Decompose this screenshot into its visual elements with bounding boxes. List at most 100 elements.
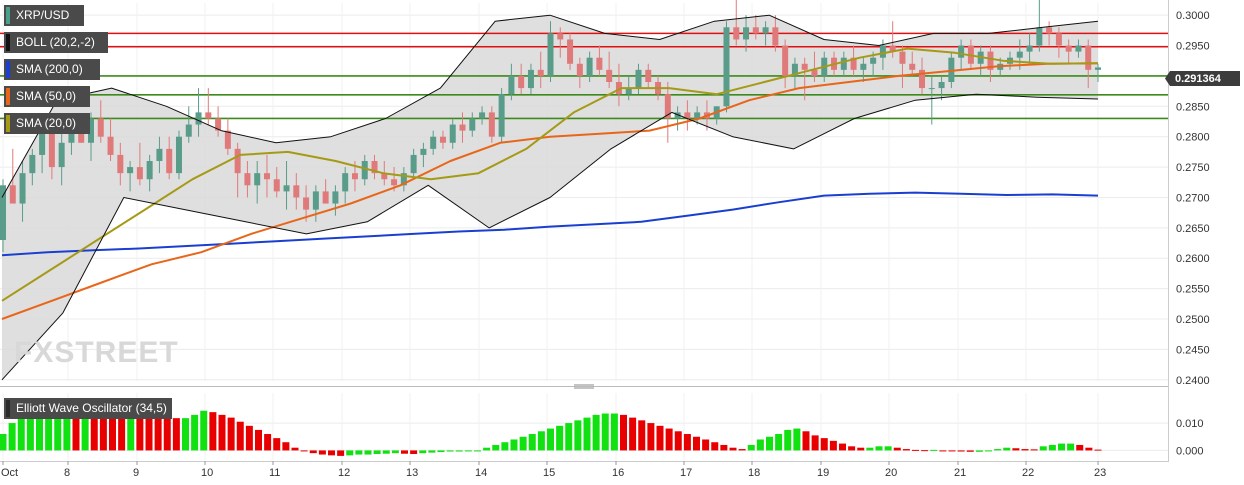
candle-body [889,45,896,52]
oscillator-bar [547,428,554,451]
time-axis: Oct 8 9 10 11 12 13 14 15 16 17 18 19 20 21 22 23 [0,461,1168,479]
oscillator-bar [720,444,728,451]
x-tick-label: 17 [680,467,692,479]
legend-label: SMA (20,0) [16,116,77,130]
oscillator-bars [0,410,1102,456]
candle-body [596,57,603,70]
oscillator-bar [930,449,938,451]
candle-body [752,27,759,34]
candle-body [9,185,16,204]
candle-body [371,161,378,174]
oscillator-bar [857,447,865,451]
oscillator-bar [410,450,418,454]
candle-body [87,118,94,143]
watermark: FXSTREET [14,336,179,369]
oscillator-bar [775,434,783,451]
oscillator-bar [1012,448,1020,451]
indicator-lines [1,14,1099,381]
legend-label: XRP/USD [16,8,70,22]
y-tick-label: 0.2400 [1176,375,1210,387]
candle-body [361,161,368,180]
x-tick-label: 18 [748,467,760,479]
oscillator-bar [45,412,53,451]
oscillator-bar [245,425,253,451]
oscillator-bar [474,450,481,452]
candle-body [1095,67,1101,70]
oscillator-bar [528,434,536,451]
oscillator-bar [1021,449,1029,451]
oscillator-bar [145,416,153,451]
oscillator-bar [638,420,646,451]
oscillator-bar [172,418,180,451]
candle-body [576,63,583,76]
candle-body [1055,33,1062,46]
oscillator-bar [948,450,956,452]
oscillator-bar [191,414,199,451]
x-tick-label: 21 [954,467,966,479]
oscillator-bar [54,410,62,451]
candle-body [303,197,310,210]
x-tick-label: 23 [1094,467,1106,479]
candle-body [645,69,652,83]
oscillator-bar [364,450,372,455]
candle-body [312,191,319,210]
legend-swatch [6,88,10,105]
candle-body [674,112,681,119]
series-line [1,62,1099,320]
candle-body [1085,45,1092,70]
candle-body [547,33,554,76]
oscillator-bar [163,417,171,451]
candlesticks [0,0,1101,253]
candle-body [0,185,6,241]
candle-body [625,88,632,95]
oscillator-bar [674,431,682,451]
legend-swatch [6,115,10,132]
candle-body [224,130,231,149]
oscillator-bar [0,434,7,451]
candle-body [156,148,163,162]
candle-body [322,191,329,204]
oscillator-bar [218,414,226,451]
candle-body [518,75,525,89]
candle-body [537,69,544,76]
candle-body [870,57,877,64]
oscillator-bar [26,414,34,451]
oscillator-bar [592,414,600,451]
oscillator-bar [373,450,381,454]
candle-body [635,69,642,89]
y-tick-label: 0.2550 [1176,284,1210,296]
candle-body [127,167,134,174]
candle-body [68,130,75,143]
pane-divider[interactable] [0,384,1168,389]
oscillator-bar [1094,449,1102,451]
candle-body [909,63,916,70]
oscillator-bar [620,414,627,451]
legend-swatch [6,61,10,78]
y-tick-label: 0.2500 [1176,314,1210,326]
candle-body [332,191,339,204]
candle-body [97,118,104,137]
candle-body [439,136,446,143]
candle-body [508,75,515,95]
y-tick-label: 0.2750 [1176,162,1210,174]
oscillator-bar [802,431,810,451]
candle-body [498,94,505,137]
x-tick-label: 14 [475,467,487,479]
oscillator-bar [912,449,919,451]
candle-body [567,39,574,64]
oscillator-bar [136,415,144,451]
oscillator-bar [109,414,116,451]
x-tick-label: 16 [612,467,624,479]
y-tick-label: 0.2600 [1176,253,1210,265]
oscillator-bar [921,450,929,452]
candle-body [19,173,26,204]
oscillator-bar [236,421,244,451]
oscillator-bar [766,436,773,451]
candle-body [430,136,437,149]
candle-body [860,63,867,70]
oscillator-bar [355,450,363,455]
legend-label: SMA (50,0) [16,89,77,103]
oscillator-bar [63,410,71,451]
oscillator-bar [182,418,189,451]
y-tick-label: 0.3000 [1176,10,1210,22]
